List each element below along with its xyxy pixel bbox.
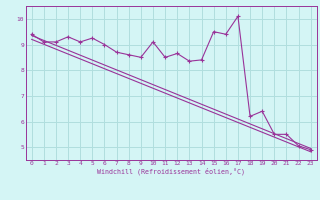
X-axis label: Windchill (Refroidissement éolien,°C): Windchill (Refroidissement éolien,°C) [97,168,245,175]
